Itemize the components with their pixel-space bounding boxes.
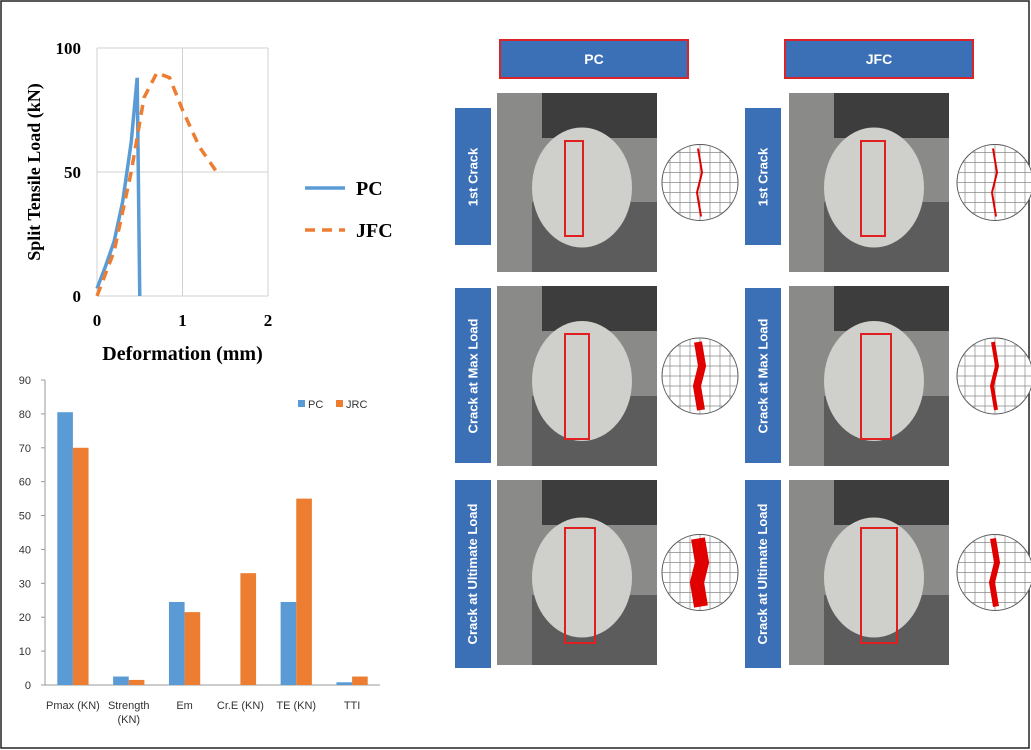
y-tick-label: 20 — [19, 612, 31, 624]
y-tick-label: 0 — [73, 287, 82, 306]
row-label: 1st Crack — [455, 108, 491, 245]
y-tick-label: 100 — [56, 39, 82, 58]
specimen — [824, 128, 924, 248]
x-tick-label: TTI — [324, 699, 380, 713]
specimen — [532, 518, 632, 638]
y-tick-label: 0 — [25, 680, 31, 692]
row-label: Crack at Ultimate Load — [745, 480, 781, 668]
x-tick-label: 0 — [93, 311, 102, 330]
bar — [113, 677, 129, 685]
column-header: JFC — [866, 51, 892, 67]
y-tick-label: 50 — [64, 163, 81, 182]
crack-sketch — [957, 338, 1031, 414]
y-tick-label: 90 — [19, 375, 31, 387]
legend-label: PC — [356, 178, 383, 200]
y-tick-label: 80 — [19, 409, 31, 421]
crack-sketch — [662, 145, 738, 221]
photo-press — [542, 480, 657, 525]
bar — [240, 573, 256, 685]
x-tick-label: 2 — [264, 311, 273, 330]
sketch-crack — [992, 342, 997, 410]
y-tick-label: 70 — [19, 443, 31, 455]
sketch-crack — [697, 539, 702, 607]
legend-label: PC — [308, 399, 323, 411]
bar — [185, 612, 201, 685]
y-axis-label: Split Tensile Load (kN) — [24, 83, 45, 261]
bar — [169, 602, 185, 685]
figure: 050100012Split Tensile Load (kN)Deformat… — [0, 0, 1031, 750]
y-tick-label: 40 — [19, 544, 31, 556]
bar — [73, 448, 89, 685]
row-label: Crack at Ultimate Load — [455, 480, 491, 668]
series-line — [97, 73, 217, 296]
y-tick-label: 50 — [19, 511, 31, 523]
bar — [129, 680, 145, 685]
sketch-crack — [697, 342, 702, 410]
photo-press — [834, 93, 949, 138]
specimen — [532, 321, 632, 441]
canvas: 050100012Split Tensile Load (kN)Deformat… — [0, 0, 1031, 750]
photo-press — [834, 480, 949, 525]
x-tick-label: TE (KN) — [268, 699, 324, 713]
photo-press — [542, 286, 657, 331]
bar — [336, 682, 352, 685]
row-label: 1st Crack — [745, 108, 781, 245]
y-tick-label: 30 — [19, 578, 31, 590]
x-tick-label: Cr.E (KN) — [213, 699, 269, 713]
specimen — [824, 321, 924, 441]
bar — [57, 412, 73, 685]
row-label: Crack at Max Load — [455, 288, 491, 463]
crack-sketch — [662, 338, 738, 414]
series-line — [97, 78, 140, 296]
sketch-crack — [992, 539, 997, 607]
y-tick-label: 60 — [19, 477, 31, 489]
x-tick-label: 1 — [178, 311, 187, 330]
y-tick-label: 10 — [19, 646, 31, 658]
legend-swatch — [298, 400, 305, 407]
photo-press — [542, 93, 657, 138]
x-tick-label: Pmax (KN) — [45, 699, 101, 713]
x-tick-label: Strength (KN) — [101, 699, 157, 727]
bar — [281, 602, 297, 685]
bar — [296, 499, 312, 685]
row-label: Crack at Max Load — [745, 288, 781, 463]
bar — [352, 677, 368, 685]
x-tick-label: Em — [157, 699, 213, 713]
legend-swatch — [336, 400, 343, 407]
crack-sketch — [957, 535, 1031, 611]
x-axis-label: Deformation (mm) — [102, 343, 263, 365]
photo-press — [834, 286, 949, 331]
legend-label: JFC — [356, 220, 393, 242]
column-header: PC — [584, 51, 603, 67]
crack-sketch — [662, 535, 738, 611]
legend-label: JRC — [346, 399, 367, 411]
crack-sketch — [957, 145, 1031, 221]
specimen — [824, 518, 924, 638]
